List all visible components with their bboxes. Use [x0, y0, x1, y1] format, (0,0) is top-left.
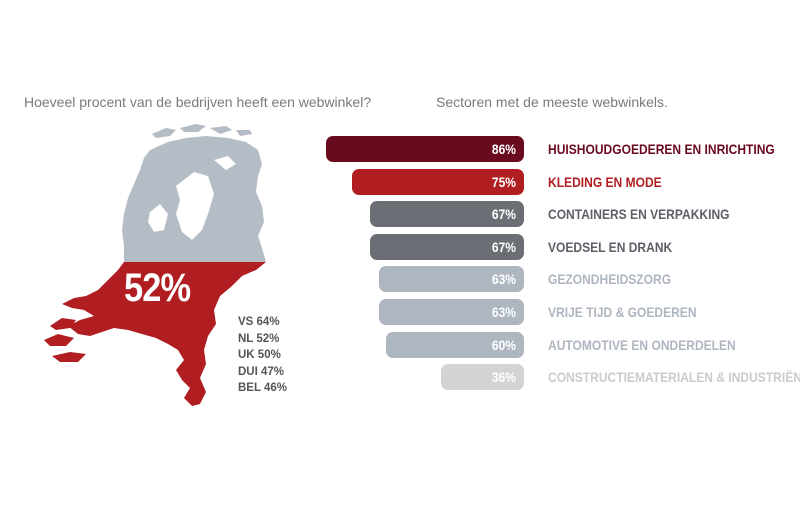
sector-bar-value-label: 63% — [491, 304, 516, 320]
sector-bar — [386, 331, 524, 358]
sector-bar — [369, 201, 524, 228]
map-land-shape — [236, 130, 252, 136]
sector-bar-value-label: 86% — [491, 141, 516, 157]
left-question: Hoeveel procent van de bedrijven heeft e… — [24, 94, 372, 110]
right-question: Sectoren met de meeste webwinkels. — [436, 94, 668, 110]
map-land-shape — [180, 124, 206, 132]
map-land-shape — [44, 334, 74, 346]
sector-bar — [351, 168, 524, 195]
map-land-shape — [152, 128, 176, 138]
map-water-shape — [148, 204, 168, 232]
sector-bar — [441, 364, 524, 391]
country-comparison-list: VS 64% NL 52% UK 50% DUI 47% BEL 46% — [238, 314, 287, 397]
sector-category-label: KLEDING EN MODE — [548, 173, 662, 190]
map-upper-region — [122, 124, 266, 262]
sector-category-label: CONSTRUCTIEMATERIALEN & INDUSTRIËN — [548, 369, 800, 386]
comparison-item: VS 64% — [238, 316, 280, 328]
map-land-shape — [62, 262, 266, 406]
comparison-item: NL 52% — [238, 332, 280, 345]
sector-bar-value-label: 36% — [491, 369, 516, 386]
map-lower-region — [44, 262, 266, 406]
sector-category-label: GEZONDHEIDSZORG — [548, 271, 672, 288]
map-water-shape — [214, 156, 236, 170]
sector-bar-value-label: 75% — [491, 173, 516, 190]
comparison-item: DUI 47% — [238, 365, 285, 378]
map-water-shape — [176, 172, 214, 240]
sector-category-label: CONTAINERS EN VERPAKKING — [548, 206, 730, 223]
sector-bar — [379, 299, 524, 325]
sector-bar-value-label: 63% — [491, 271, 516, 288]
comparison-item: BEL 46% — [238, 382, 288, 394]
sector-category-label: AUTOMOTIVE EN ONDERDELEN — [548, 336, 736, 353]
headline-percentage: 52% — [124, 266, 191, 310]
sector-category-label: VOEDSEL EN DRANK — [548, 238, 673, 255]
map-land-shape — [50, 318, 76, 330]
sector-category-label: HUISHOUDGOEDEREN EN INRICHTING — [548, 141, 775, 157]
map-land-shape — [52, 352, 86, 362]
sector-bar — [379, 266, 524, 293]
sector-bar — [369, 233, 524, 260]
map-land-shape — [210, 126, 232, 134]
sector-bar-value-label: 67% — [491, 206, 516, 223]
sector-bar-value-label: 60% — [491, 336, 516, 353]
comparison-item: UK 50% — [238, 349, 281, 361]
sector-bar — [326, 136, 524, 162]
sector-category-label: VRIJE TIJD & GOEDEREN — [548, 304, 697, 320]
sector-bar-value-label: 67% — [491, 238, 516, 255]
